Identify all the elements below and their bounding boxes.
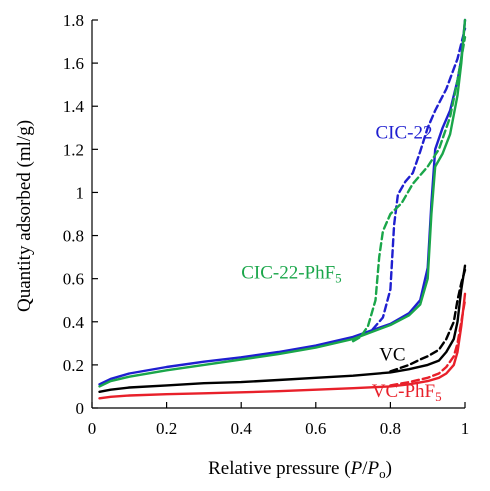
x-tick-label: 0.2: [156, 419, 177, 438]
y-tick-label: 1: [76, 183, 85, 202]
x-axis-title: Relative pressure (P/Po): [208, 458, 392, 481]
y-tick-label: 0.6: [63, 270, 84, 289]
annotation-vc-phf5: VC-PhF5: [372, 381, 442, 404]
series-line-cic-22-desorption: [351, 27, 467, 341]
x-tick-label: 0.4: [231, 419, 253, 438]
series-group: [98, 18, 467, 400]
x-tick-label: 0: [88, 419, 97, 438]
y-tick-label: 0.8: [63, 227, 84, 246]
y-tick-label: 1.6: [63, 54, 84, 73]
series-line-vc-desorption: [389, 268, 467, 373]
x-tick-label: 0.6: [305, 419, 326, 438]
annotation-cic-22-phf5: CIC-22-PhF5: [241, 263, 341, 286]
series-line-cic-22-phf5-desorption: [351, 36, 467, 343]
series-line-vc-adsorption: [98, 264, 467, 393]
series-line-vc-phf5-desorption: [389, 299, 467, 387]
series-line-cic-22-phf5-adsorption: [98, 18, 467, 388]
annotation-vc: VC: [379, 345, 405, 366]
annotations-group: CIC-22 CIC-22-PhF5 VC VC-PhF5: [241, 123, 441, 405]
x-tick-label: 0.8: [380, 419, 401, 438]
annotation-cic-22: CIC-22: [375, 123, 432, 144]
y-tick-label: 1.2: [63, 140, 84, 159]
series-line-vc-phf5-adsorption: [98, 292, 467, 400]
y-tick-label: 0: [76, 399, 85, 418]
x-tick-label: 1: [461, 419, 470, 438]
y-axis-title: Quantity adsorbed (ml/g): [14, 120, 35, 312]
axes: 0 0.2 0.4 0.6 0.8 1 1.2 1.4 1.6 1.8 0 0.2 0.4 0.6 0.8 1: [63, 11, 470, 438]
y-tick-label: 1.4: [63, 97, 85, 116]
y-tick-label: 1.8: [63, 11, 84, 30]
y-tick-label: 0.2: [63, 356, 84, 375]
y-tick-label: 0.4: [63, 313, 85, 332]
series-line-cic-22-adsorption: [98, 18, 467, 386]
